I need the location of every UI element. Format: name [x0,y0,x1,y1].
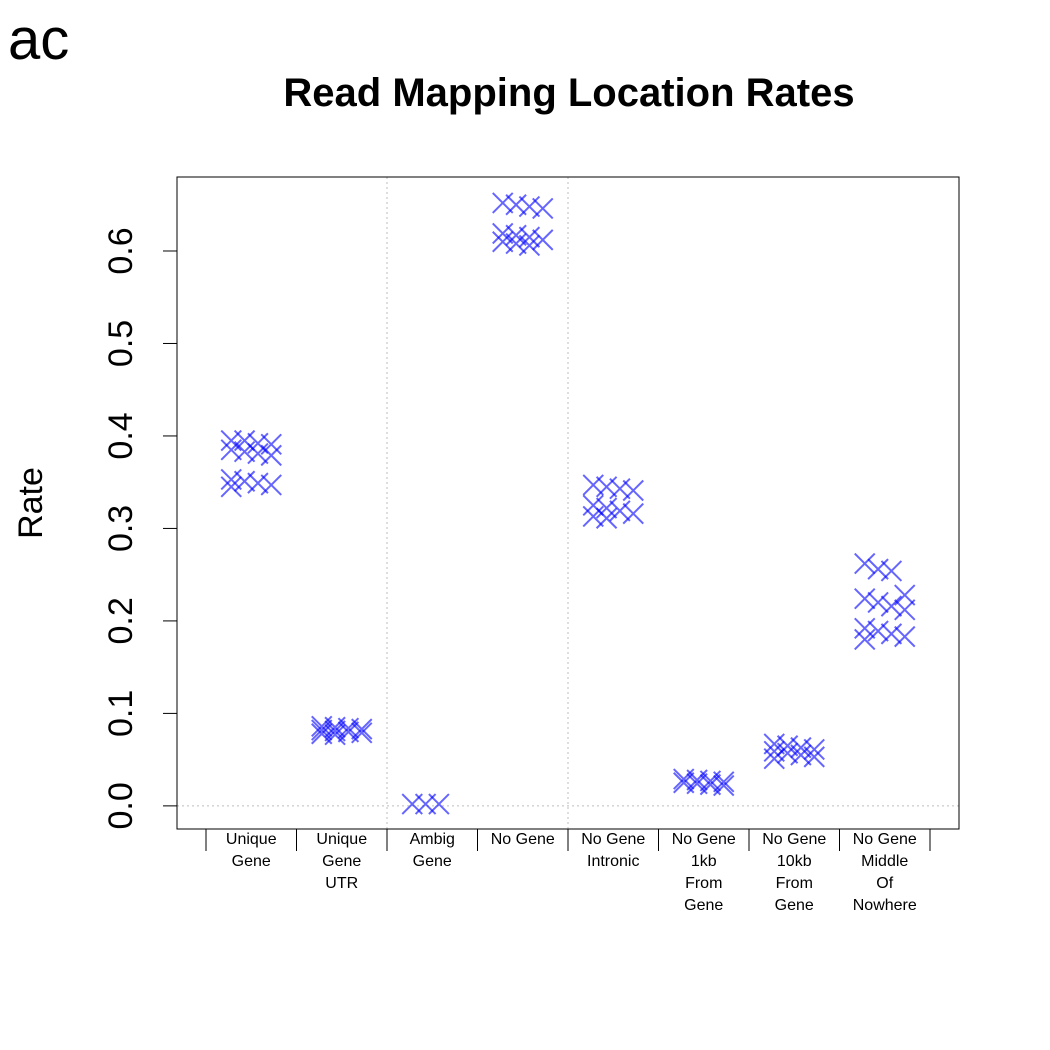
data-point [894,599,916,621]
x-tick-label: Unique [316,831,367,848]
x-tick-label: No Gene [491,831,555,848]
x-tick-label: Gene [232,853,271,870]
data-point [609,477,631,500]
data-point [220,476,242,498]
data-point [351,722,373,744]
data-point [351,718,373,740]
data-point [595,497,618,519]
data-point [880,560,903,582]
data-point [247,442,269,465]
data-point [803,746,825,768]
data-point [233,470,256,492]
data-point [763,740,785,763]
x-tick-label: From [685,875,722,892]
data-point [790,744,812,766]
x-tick-label: Gene [775,897,814,914]
data-point [260,433,282,455]
grid-layer [177,177,959,829]
data-point [776,742,799,764]
data-point [428,793,450,815]
data-point [880,623,903,645]
x-tick-label: 10kb [777,853,812,870]
x-tick-label: Of [876,875,893,892]
data-point [867,591,889,614]
data-point [790,736,812,759]
data-point [622,502,644,525]
data-point [505,232,527,255]
data-point [854,588,876,610]
data-point [763,748,785,770]
x-tick-label: No Gene [762,831,826,848]
x-tick-label: No Gene [672,831,736,848]
y-tick-label: 0.0 [102,782,140,829]
axis-layer: 0.0 0.1 0.2 0.3 0.4 0.5 0.6 [102,176,960,851]
data-point [582,474,604,496]
data-point [532,197,554,220]
data-point [854,552,876,575]
panel-label: ac [8,7,70,72]
data-point [220,468,242,491]
data-point [894,584,916,606]
data-point [492,222,514,245]
x-tick-label: Unique [226,831,277,848]
data-point [867,558,889,580]
x-tick-label: UTR [325,875,358,892]
data-point [220,439,242,461]
data-point [260,474,282,496]
y-tick-label: 0.4 [102,412,140,459]
y-tick-label: 0.1 [102,690,140,737]
x-tick-label: Nowhere [853,897,917,914]
points-layer [220,192,916,815]
chart-title: Read Mapping Location Rates [283,71,854,115]
data-point [505,194,527,216]
x-tick-label: No Gene [581,831,645,848]
data-point [867,620,889,642]
data-point [518,226,541,248]
data-point [803,738,825,761]
data-point [505,224,527,246]
data-point [492,192,514,214]
data-point [854,628,876,651]
x-tick-label: Gene [413,853,452,870]
data-point [622,479,644,502]
x-tick-labels: Unique Gene Unique Gene UTR Ambig Gene No Gene N… [226,831,917,914]
data-point [595,507,618,529]
x-tick-label: Ambig [410,831,455,848]
data-point [713,771,735,793]
data-point [854,617,876,640]
data-point [247,472,269,494]
data-point [260,444,282,467]
y-tick-label: 0.5 [102,320,140,367]
data-point [518,234,541,257]
x-tick-label: Gene [684,897,723,914]
data-point [532,229,554,251]
x-tick-label: Intronic [587,853,639,870]
y-tick-label: 0.6 [102,227,140,274]
x-tick-label: 1kb [691,853,717,870]
y-tick-label: 0.2 [102,597,140,644]
data-point [609,500,631,522]
data-point [492,231,514,253]
data-point [233,440,256,463]
y-tick-label: 0.3 [102,505,140,552]
data-point [880,595,903,617]
data-point [582,505,604,528]
data-point [595,476,618,498]
x-tick-label: Middle [861,853,908,870]
x-tick-label: No Gene [853,831,917,848]
data-point [324,723,346,746]
x-tick-label: Gene [322,853,361,870]
data-point [763,733,785,755]
data-point [713,774,735,797]
data-point [894,625,916,648]
x-tick-label: From [776,875,813,892]
y-axis-label: Rate [12,467,50,539]
data-point [518,195,541,218]
